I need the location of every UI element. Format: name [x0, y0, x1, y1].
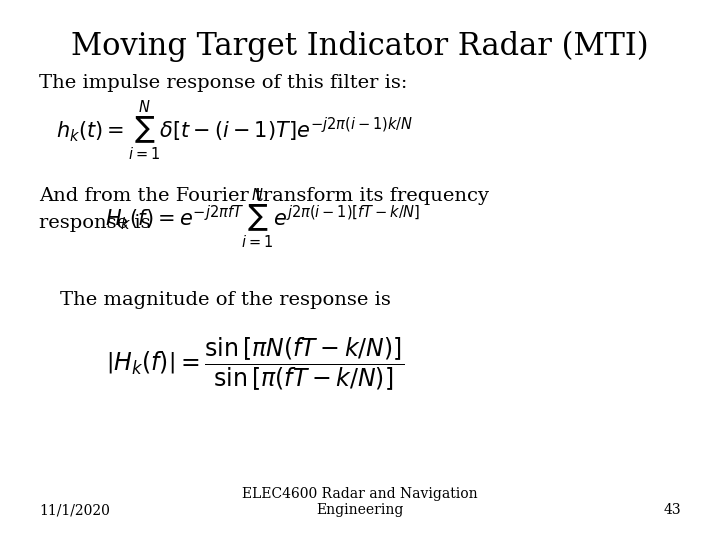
Text: response is: response is [39, 214, 150, 232]
Text: The magnitude of the response is: The magnitude of the response is [60, 292, 391, 309]
Text: The impulse response of this filter is:: The impulse response of this filter is: [39, 74, 408, 92]
Text: 11/1/2020: 11/1/2020 [39, 503, 110, 517]
Text: And from the Fourier transform its frequency: And from the Fourier transform its frequ… [39, 187, 489, 205]
Text: 43: 43 [663, 503, 681, 517]
Text: Moving Target Indicator Radar (MTI): Moving Target Indicator Radar (MTI) [71, 31, 649, 62]
Text: $H_k(f) = e^{-j2\pi fT} \sum_{i=1}^{N} e^{j2\pi(i-1)\left[fT-k/N\right]}$: $H_k(f) = e^{-j2\pi fT} \sum_{i=1}^{N} e… [104, 187, 420, 251]
Text: $h_k(t) = \sum_{i=1}^{N} \delta\left[t-(i-1)T\right]e^{-j2\pi(i-1)k/N}$: $h_k(t) = \sum_{i=1}^{N} \delta\left[t-(… [56, 99, 413, 161]
Text: $\left|H_k(f)\right| = \dfrac{\sin\left[\pi N(fT-k/N)\right]}{\sin\left[\pi(fT-k: $\left|H_k(f)\right| = \dfrac{\sin\left[… [107, 335, 405, 393]
Text: ELEC4600 Radar and Navigation
Engineering: ELEC4600 Radar and Navigation Engineerin… [242, 487, 478, 517]
